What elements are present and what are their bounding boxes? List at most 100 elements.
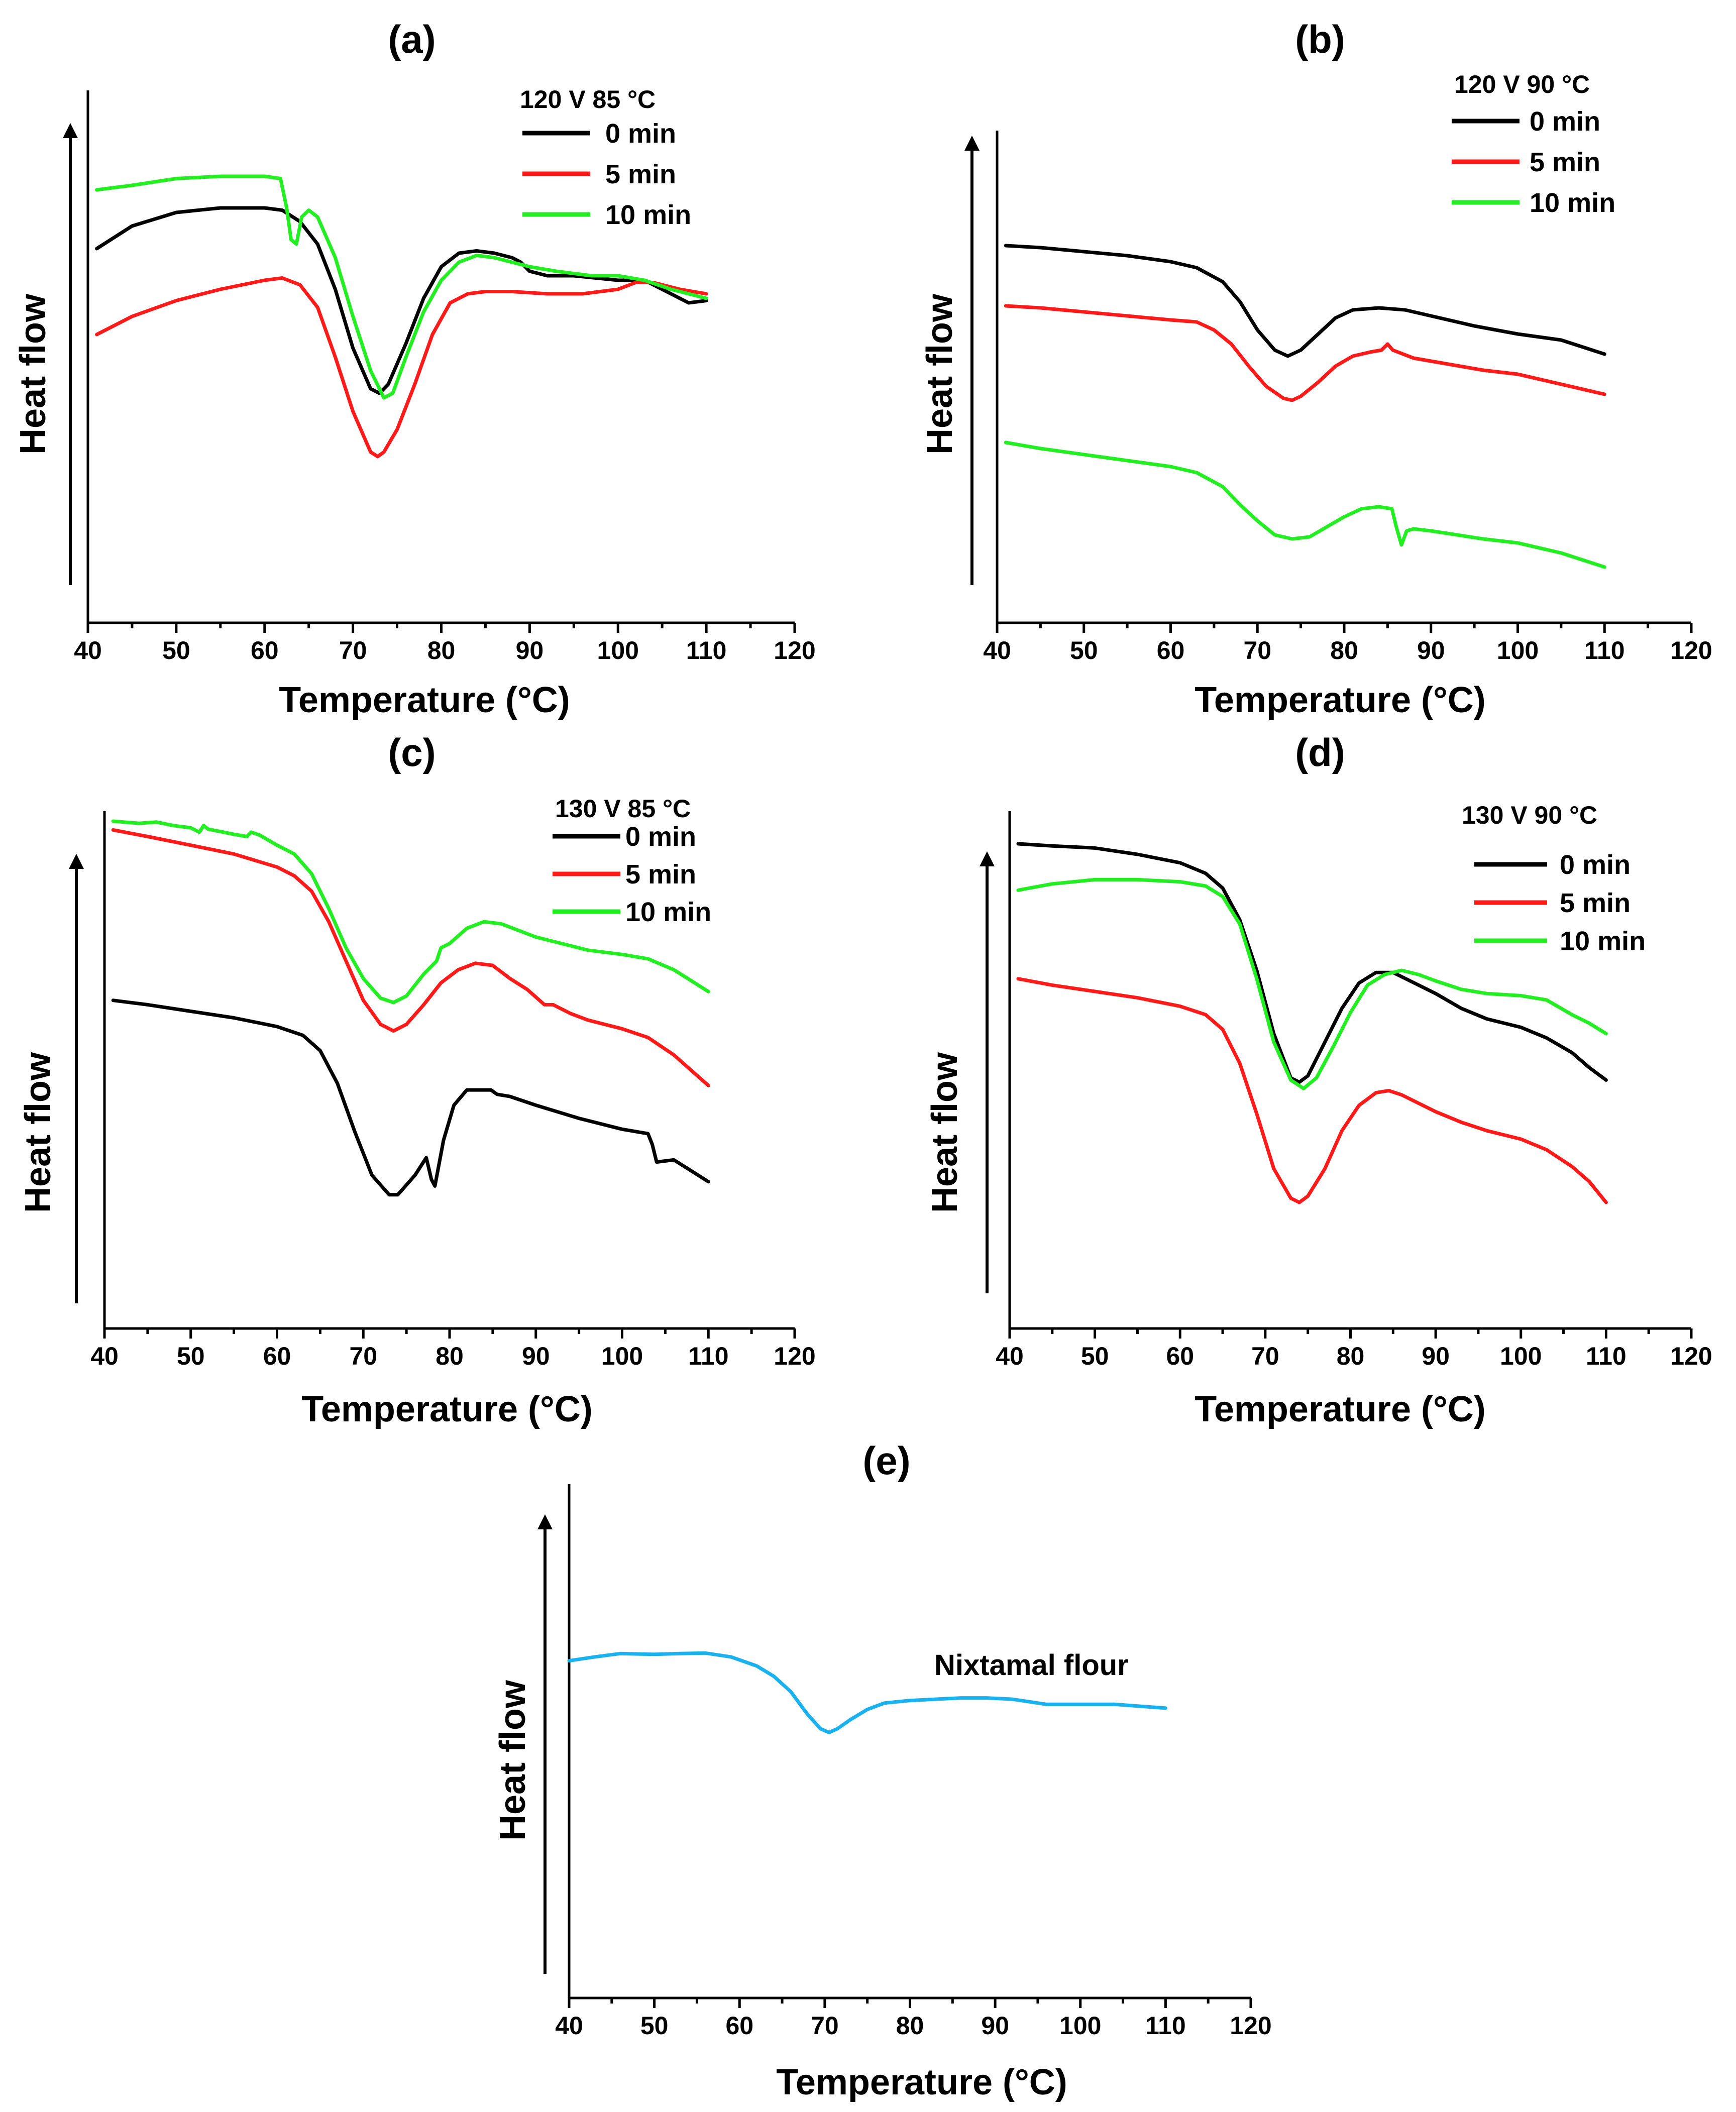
legend-item-label: 10 min: [605, 200, 691, 230]
x-axis-label: Temperature (°C): [301, 1389, 593, 1429]
x-tick-label: 50: [1081, 1342, 1109, 1370]
x-tick-label: 100: [1497, 636, 1539, 664]
series-line-1: [1004, 244, 1606, 358]
panel-title: (a): [388, 17, 436, 61]
x-tick-label: 110: [688, 1342, 729, 1370]
legend-item-label: 5 min: [1530, 147, 1600, 177]
series-line-2: [1004, 304, 1606, 402]
legend-title: 130 V 85 °C: [555, 795, 691, 823]
series-line-1: [1016, 842, 1608, 1084]
panel-e: (e) 40 50 60 70 80 90 100 110 120 Temperature (°C)…: [493, 1438, 1272, 2102]
x-tick-label: 80: [1337, 1342, 1365, 1370]
x-tick-label: 80: [436, 1342, 464, 1370]
x-tick-label: 100: [601, 1342, 643, 1370]
legend-item-label: 5 min: [605, 159, 676, 189]
legend-item-label: 10 min: [1560, 926, 1646, 956]
panel-title: (c): [388, 730, 436, 774]
x-tick-label: 60: [1166, 1342, 1194, 1370]
x-tick-label: 50: [1070, 636, 1098, 664]
panel-c: (c) 40 50 60 70 80 90 100 110 120 Temperature (°C)…: [18, 730, 816, 1429]
series-line-2: [1016, 977, 1608, 1204]
legend: 130 V 85 °C0 min 5 min 10 min: [553, 795, 711, 927]
legend-item-label: 0 min: [1530, 106, 1600, 137]
x-tick-label: 70: [1251, 1342, 1279, 1370]
x-tick-label: 60: [251, 636, 279, 664]
panel-a: (a) 40 50 60 70 80 90 100 110 120 Temperature (°C)…: [13, 17, 816, 720]
x-tick-label: 110: [1586, 1342, 1626, 1370]
x-tick-label: 120: [1670, 1342, 1712, 1370]
x-tick-label: 70: [811, 2012, 839, 2040]
x-tick-label: 90: [981, 2012, 1009, 2040]
x-tick-label: 70: [1243, 636, 1271, 664]
x-tick-label: 110: [1145, 2012, 1186, 2040]
x-tick-label: 80: [896, 2012, 924, 2040]
x-tick-label: 80: [427, 636, 456, 664]
series-line-1: [95, 206, 708, 395]
x-tick-label: 90: [1422, 1342, 1450, 1370]
legend-item-label: 0 min: [1560, 850, 1631, 880]
series-line-2: [111, 828, 710, 1087]
series-line-1: [567, 1651, 1167, 1734]
legend-item-label: 5 min: [1560, 888, 1631, 918]
x-tick-label: 90: [516, 636, 544, 664]
legend: 130 V 90 °C 0 min 5 min 10 min: [1462, 801, 1646, 956]
x-tick-label: 110: [1584, 636, 1625, 664]
x-tick-label: 60: [1157, 636, 1185, 664]
series-line-3: [95, 174, 708, 400]
panel-title: (e): [862, 1438, 910, 1483]
legend-item-label: 0 min: [605, 119, 676, 149]
x-tick-label: 90: [1417, 636, 1445, 664]
x-tick-label: 60: [263, 1342, 291, 1370]
x-tick-label: 100: [1059, 2012, 1101, 2040]
series-line-1: [111, 998, 710, 1197]
x-tick-label: 40: [74, 636, 102, 664]
x-tick-label: 50: [640, 2012, 669, 2040]
x-tick-label: 50: [177, 1342, 205, 1370]
panel-b: (b) 40 50 60 70 80 90 100 110 120 Temperature (°C)…: [920, 17, 1712, 720]
x-tick-label: 120: [1670, 636, 1712, 664]
x-tick-label: 50: [162, 636, 190, 664]
x-tick-label: 90: [522, 1342, 550, 1370]
legend-title: 120 V 85 °C: [520, 85, 656, 114]
y-axis-label: Heat flow: [13, 293, 53, 455]
legend-item-label: 0 min: [625, 822, 696, 852]
series-line-2: [95, 276, 708, 459]
series-annotation: Nixtamal flour: [934, 1649, 1129, 1682]
panel-d: (d) 40 50 60 70 80 90 100 110 120 Temperature (°C)…: [925, 730, 1712, 1429]
x-axis-label: Temperature (°C): [279, 680, 570, 720]
legend-item-label: 10 min: [1530, 188, 1615, 218]
x-tick-label: 100: [1500, 1342, 1542, 1370]
y-axis-label: Heat flow: [920, 293, 960, 455]
x-tick-label: 120: [1230, 2012, 1271, 2040]
legend: 120 V 90 °C 0 min 5 min 10 min: [1452, 70, 1615, 218]
legend-title: 130 V 90 °C: [1462, 801, 1597, 829]
y-axis-label: Heat flow: [18, 1052, 58, 1213]
y-axis-label: Heat flow: [493, 1680, 533, 1841]
legend-title: 120 V 90 °C: [1454, 70, 1590, 98]
x-tick-label: 60: [725, 2012, 753, 2040]
legend-item-label: 5 min: [625, 859, 696, 890]
x-tick-label: 40: [996, 1342, 1024, 1370]
panel-title: (b): [1295, 17, 1345, 61]
x-axis-label: Temperature (°C): [776, 2062, 1067, 2102]
y-axis-label: Heat flow: [925, 1052, 965, 1213]
x-tick-label: 110: [686, 636, 727, 664]
x-tick-label: 40: [555, 2012, 583, 2040]
x-tick-label: 70: [349, 1342, 377, 1370]
x-axis-label: Temperature (°C): [1195, 1389, 1486, 1429]
x-tick-label: 120: [774, 1342, 815, 1370]
legend: 120 V 85 °C 0 min 5 min 10 min: [520, 85, 691, 230]
series-line-3: [1004, 440, 1606, 569]
x-axis-label: Temperature (°C): [1195, 680, 1486, 720]
panel-title: (d): [1295, 730, 1345, 774]
x-tick-label: 100: [597, 636, 639, 664]
series-line-3: [1016, 877, 1608, 1090]
x-tick-label: 120: [774, 636, 815, 664]
legend-item-label: 10 min: [625, 897, 711, 927]
series-line-3: [111, 819, 710, 1005]
x-tick-label: 40: [983, 636, 1011, 664]
x-tick-label: 40: [90, 1342, 119, 1370]
x-tick-label: 70: [339, 636, 367, 664]
x-tick-label: 80: [1330, 636, 1358, 664]
